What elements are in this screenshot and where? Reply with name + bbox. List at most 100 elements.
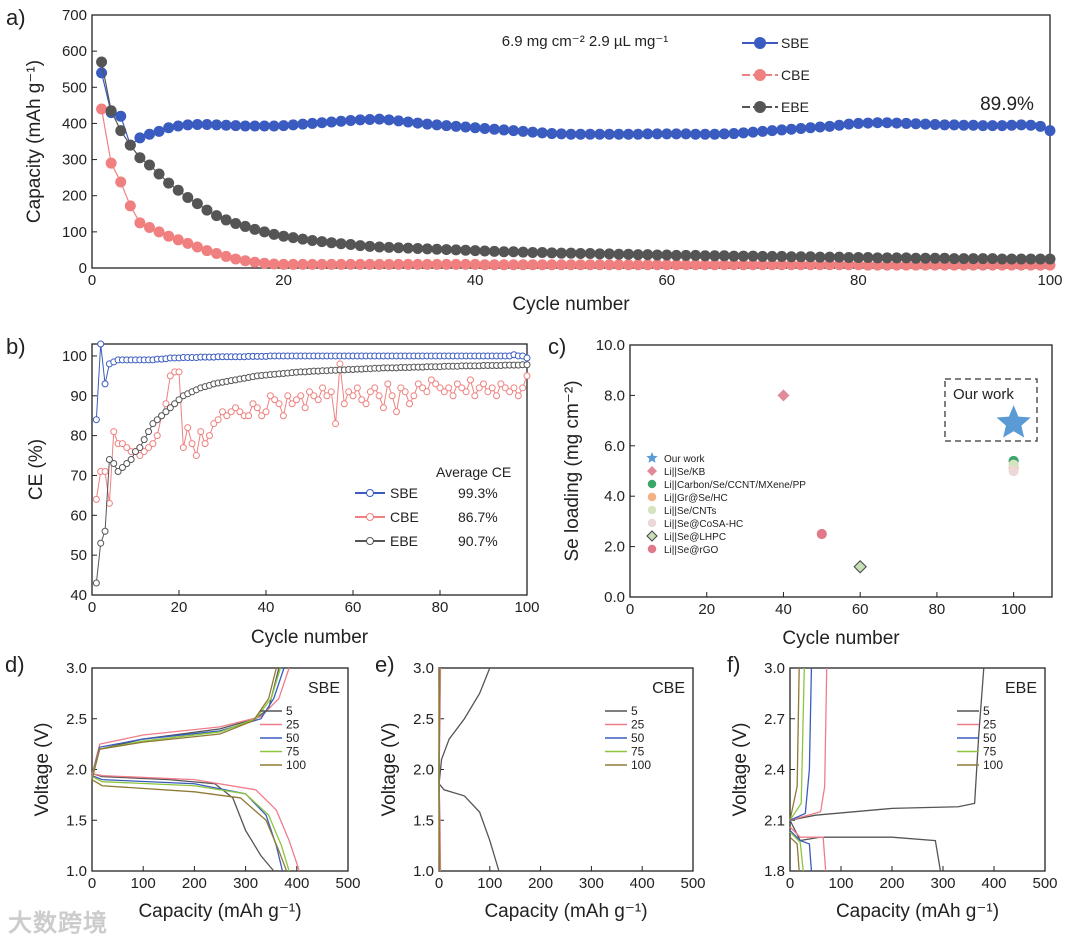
data-point-CBE <box>401 388 409 396</box>
data-point-CBE <box>96 103 108 115</box>
data-point-CBE <box>205 432 213 440</box>
data-point-CBE <box>479 259 491 271</box>
y-tick-label: 50 <box>70 547 87 564</box>
data-point-CBE <box>230 253 242 265</box>
data-point-EBE <box>402 242 414 254</box>
data-point-CBE <box>488 259 500 271</box>
data-point-CBE <box>661 259 673 271</box>
panel-label: e) <box>375 652 395 677</box>
data-point-EBE <box>603 248 615 260</box>
data-point-EBE <box>555 247 567 259</box>
data-point-CBE <box>460 258 472 270</box>
panel-label: d) <box>5 652 25 677</box>
data-point-SBE <box>258 120 270 132</box>
data-point-SBE <box>498 124 510 136</box>
x-tick-label: 20 <box>698 601 715 618</box>
data-point-EBE <box>364 240 376 252</box>
data-point-CBE <box>475 384 483 392</box>
data-point-CBE <box>336 360 344 368</box>
data-point-EBE <box>977 253 989 265</box>
data-point-EBE <box>268 228 280 240</box>
data-point-CBE <box>453 380 461 388</box>
legend-marker <box>646 452 658 463</box>
data-point-SBE <box>201 119 213 131</box>
data-point-CBE <box>110 428 118 436</box>
data-point-EBE <box>211 210 223 222</box>
data-point-CBE <box>340 400 348 408</box>
data-point-CBE <box>118 440 126 448</box>
data-point-CBE <box>153 432 161 440</box>
legend-item-SBE: SBE <box>742 35 809 51</box>
discharge-curve-75 <box>91 776 290 872</box>
data-point-EBE <box>132 448 139 456</box>
data-point-CBE <box>510 384 518 392</box>
data-point-CBE <box>431 258 443 270</box>
legend-label: 75 <box>983 745 997 759</box>
data-point-CBE <box>670 259 682 271</box>
legend-title: Average CE <box>436 464 511 480</box>
data-point-SBE <box>383 114 395 126</box>
plot-frame <box>91 14 1051 269</box>
data-point-CBE <box>523 372 531 380</box>
discharge-curve-100 <box>789 836 800 872</box>
data-point-EBE <box>149 420 157 428</box>
discharge-curve-100 <box>438 779 441 872</box>
data-point-CBE <box>388 392 396 400</box>
y-tick-label: 1.0 <box>413 863 434 880</box>
data-point-SBE <box>728 128 740 140</box>
data-point-CBE <box>145 444 153 452</box>
data-point-CBE <box>239 255 251 267</box>
data-point-CBE <box>450 258 462 270</box>
data-point-EBE <box>565 247 577 259</box>
legend-marker <box>646 530 658 542</box>
data-point-EBE <box>175 396 183 404</box>
discharge-curve-5 <box>789 819 942 872</box>
data-point-SBE <box>1044 125 1056 137</box>
data-point-CBE <box>249 400 257 408</box>
plot-frame <box>789 667 1046 872</box>
legend-label: 100 <box>983 758 1003 772</box>
data-point-SBE <box>718 128 730 140</box>
data-point-SBE <box>584 128 596 140</box>
x-tick-label: 80 <box>929 601 946 618</box>
data-point-CBE <box>191 241 203 253</box>
legend-item-CBE: CBE 86.7% <box>355 509 498 525</box>
y-tick-label: 4.0 <box>604 488 625 505</box>
legend-item-50: 50 <box>260 731 300 745</box>
data-point-EBE <box>642 249 654 261</box>
data-point-SBE <box>220 119 232 131</box>
data-point-SBE <box>555 128 567 140</box>
data-point-SBE <box>306 117 318 129</box>
data-point-SBE <box>345 115 357 127</box>
data-point-CBE <box>371 384 379 392</box>
data-point-CBE <box>498 259 510 271</box>
legend-item: Li||Se@LHPC <box>646 530 726 543</box>
data-point-EBE <box>575 248 587 260</box>
data-point-SBE <box>967 119 979 131</box>
data-point-SBE <box>843 118 855 130</box>
data-point-SBE <box>919 118 931 130</box>
data-point-CBE <box>449 392 457 400</box>
data-point-EBE <box>594 248 606 260</box>
data-point-CBE <box>310 392 318 400</box>
legend-item-50: 50 <box>605 731 645 745</box>
legend-item-100: 100 <box>957 758 1003 772</box>
data-point-EBE <box>967 253 979 265</box>
data-point-EBE <box>191 198 203 210</box>
data-point-CBE <box>402 258 414 270</box>
y-tick-label: 300 <box>62 152 87 169</box>
data-point-SBE <box>182 119 194 131</box>
data-point-CBE <box>219 408 226 416</box>
data-point-CBE <box>262 408 270 416</box>
data-point-EBE <box>546 247 558 259</box>
data-point-EBE <box>843 252 855 264</box>
data-point-CBE <box>287 258 299 270</box>
data-point-CBE <box>197 428 205 436</box>
y-tick-label: 1.5 <box>413 812 434 829</box>
data-point-EBE <box>699 250 711 262</box>
data-point-CBE <box>445 384 453 392</box>
data-point-SBE <box>900 117 912 129</box>
data-point-SBE <box>211 119 223 131</box>
data-point-CBE <box>785 259 797 271</box>
data-point-EBE <box>536 246 548 258</box>
